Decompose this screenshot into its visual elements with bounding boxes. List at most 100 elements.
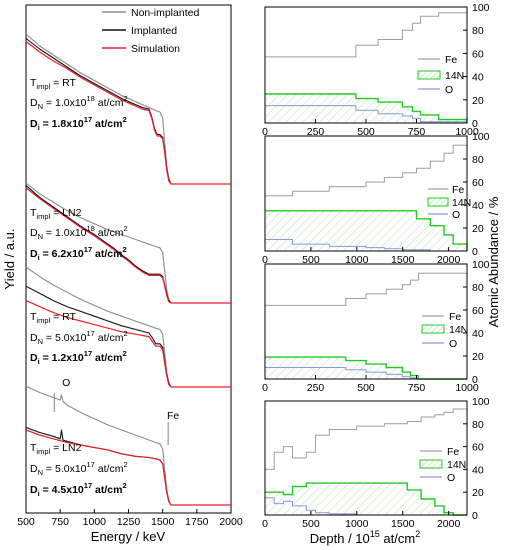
legend-swatch-14n [417,70,441,80]
rbs-x-tick-label: 500 [17,516,35,528]
rbs-series-implanted-1 [25,38,231,185]
depth-frame-2 [264,135,468,252]
rbs-series-simulation-1 [25,41,231,185]
depth-x-tick-label: 500 [302,518,320,530]
rbs-x-axis-label: Energy / keV [91,529,166,544]
depth-series-14n-1 [265,93,468,123]
depth-series-14n-3 [265,356,467,380]
legend-label-implanted: Implanted [131,25,177,37]
rbs-series-implanted-2 [25,184,231,304]
depth-y-tick-label: 100 [472,259,490,271]
depth-y-tick-label: 100 [472,396,490,408]
depth-y-tick-label: 80 [472,419,484,431]
legend-label-non-implanted: Non-implanted [131,7,199,19]
legend-swatch-14n [427,197,449,207]
depth-y-tick-label: 20 [472,351,484,363]
rbs-x-tick-label: 750 [51,516,69,528]
peak-label-fe: Fe [167,410,179,422]
depth-x-tick-label: 0 [262,254,268,266]
legend-label-o: O [452,209,460,221]
rbs-y-axis-label: Yield / a.u. [2,229,17,290]
depth-y-tick-label: 0 [472,510,478,522]
depth-series-fe-1 [265,12,467,58]
rbs-panel: 500 750 1000 1250 1500 1750 2000 Non-implanted… [2,4,243,544]
rbs-series-non-implanted-3 [25,266,231,388]
rbs-peak-markers: O Fe [53,377,179,445]
ann3-dn: DN = 5.0x1017 at/cm2 [30,329,128,346]
depth-y-tick-label: 20 [472,95,484,107]
rbs-x-tick-label: 2000 [219,516,243,528]
depth-x-tick-label: 2000 [437,254,461,266]
depth-y-tick-label: 20 [472,223,484,235]
ann1-di: Di = 1.8x1017 at/cm2 [30,115,127,132]
rbs-x-ticks: 500 750 1000 1250 1500 1750 2000 [17,509,243,528]
depth-x-tick-label: 1500 [391,518,415,530]
depth-x-tick-label: 500 [357,126,375,138]
depth-x-tick-label: 0 [262,126,268,138]
depth-profile-4: 0 500 1000 1500 2000 0 20 40 60 80 100 [262,396,490,530]
ann4-dn: DN = 5.0x1017 at/cm2 [30,460,128,477]
legend-label-14n: 14N [445,70,464,82]
ann1-timpl: Timpl = RT [30,77,77,91]
depth-area-14n-2 [265,210,467,251]
rbs-series-simulation-4 [25,429,231,506]
depth-series-o-1 [265,105,468,123]
rbs-spectrum-4 [25,385,231,506]
depth-y-tick-label: 60 [472,442,484,454]
legend-label-fe: Fe [445,54,457,66]
depth-y-tick-label: 40 [472,72,484,84]
depth-y-tick-label: 40 [472,464,484,476]
ann2-timpl: Timpl = LN2 [30,207,82,221]
rbs-annotation-1: Timpl = RT DN = 1.0x1018 at/cm2 Di = 1.8… [30,77,128,132]
depth-x-tick-label: 1000 [345,518,369,530]
rbs-series-non-implanted-1 [25,33,231,185]
legend-swatch-14n [421,324,445,334]
legend-label-fe: Fe [447,446,459,458]
legend-label-14n: 14N [447,459,466,471]
ann2-dn: DN = 1.0x1018 at/cm2 [30,224,128,241]
rbs-x-tick-label: 1250 [117,516,141,528]
depth-x-tick-label: 750 [408,126,426,138]
legend-label-14n: 14N [452,197,471,209]
depth-frame-4 [264,400,468,516]
depth-y-tick-label: 60 [472,48,484,60]
rbs-series-simulation-2 [25,187,231,304]
rbs-x-tick-label: 1000 [83,516,107,528]
legend-label-fe: Fe [452,184,464,196]
depth-area-14n-4 [265,483,467,515]
depth-x-tick-label: 500 [357,382,375,394]
ann3-di: Di = 1.2x1017 at/cm2 [30,349,127,366]
depth-y-tick-label: 100 [472,131,490,143]
rbs-x-tick-label: 1750 [185,516,209,528]
depth-series-14n-2 [265,210,468,251]
depth-y-tick-label: 60 [472,305,484,317]
depth-y-tick-label: 60 [472,177,484,189]
depth-y-tick-label: 80 [472,25,484,37]
depth-x-tick-label: 500 [302,254,320,266]
depth-y-tick-label: 0 [472,246,478,258]
depth-x-tick-label: 750 [408,382,426,394]
depth-y-tick-label: 80 [472,282,484,294]
rbs-series-layer [25,33,231,506]
rbs-series-non-implanted-2 [25,182,231,304]
rbs-series-simulation-3 [25,300,231,388]
rbs-annotation-2: Timpl = LN2 DN = 1.0x1018 at/cm2 Di = 6.… [30,207,128,262]
depth-series-14n-4 [265,482,467,516]
rbs-x-tick-label: 1500 [151,516,175,528]
ann4-di: Di = 4.5x1017 at/cm2 [30,481,127,498]
depth-y-axis-label: Atomic Abundance / % [486,196,501,327]
rbs-spectrum-3 [25,266,231,388]
depth-legend-3: Fe 14N O [421,311,468,350]
depth-y-tick-label: 40 [472,328,484,340]
ann3-timpl: Timpl = RT [30,311,77,325]
legend-swatch-14n [419,459,443,469]
depth-profile-2: 0 500 1000 1500 2000 0 20 40 60 80 100 [262,131,490,266]
peak-label-o: O [62,377,70,389]
depth-x-tick-label: 1000 [455,126,479,138]
rbs-annotation-3: Timpl = RT DN = 5.0x1017 at/cm2 Di = 1.2… [30,311,128,366]
ann1-dn: DN = 1.0x1018 at/cm2 [30,94,128,111]
